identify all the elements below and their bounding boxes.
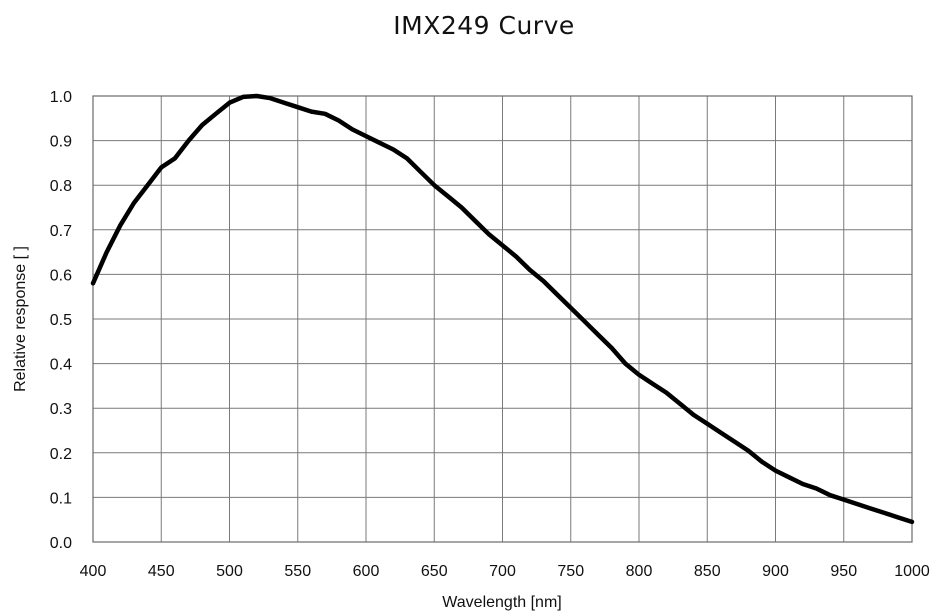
x-tick-label: 850 [694,563,721,580]
y-tick-label: 0.7 [50,223,72,240]
x-tick-label: 700 [489,563,516,580]
y-axis-label: Relative response [ ] [12,246,29,392]
x-tick-label: 550 [284,563,311,580]
x-tick-label: 400 [80,563,107,580]
y-tick-label: 0.5 [50,312,72,329]
y-tick-label: 0.6 [50,267,72,284]
x-tick-label: 650 [421,563,448,580]
x-tick-label: 750 [557,563,584,580]
x-tick-label: 900 [762,563,789,580]
x-axis-label: Wavelength [nm] [442,594,561,611]
y-tick-label: 0.2 [50,446,72,463]
y-tick-label: 1.0 [50,89,72,106]
x-axis-ticks: 400 450 500 550 600 650 700 750 800 850 900 950 1000 [80,563,930,580]
y-tick-label: 0.4 [50,357,72,374]
y-tick-label: 0.3 [50,401,72,418]
chart-title: IMX249 Curve [393,11,575,40]
x-tick-label: 800 [626,563,653,580]
x-tick-label: 500 [216,563,243,580]
x-tick-label: 450 [148,563,175,580]
response-curve-line [90,93,915,525]
y-tick-label: 0.0 [50,535,72,552]
y-axis-ticks: 0.0 0.1 0.2 0.3 0.4 0.5 0.6 0.7 0.8 0.9 1.0 [50,89,72,552]
x-tick-label: 1000 [894,563,930,580]
series-group [90,93,915,525]
y-tick-label: 0.1 [50,490,72,507]
x-tick-label: 950 [830,563,857,580]
y-tick-label: 0.9 [50,134,72,151]
x-tick-label: 600 [353,563,380,580]
plot-area [92,95,913,543]
y-tick-label: 0.8 [50,178,72,195]
